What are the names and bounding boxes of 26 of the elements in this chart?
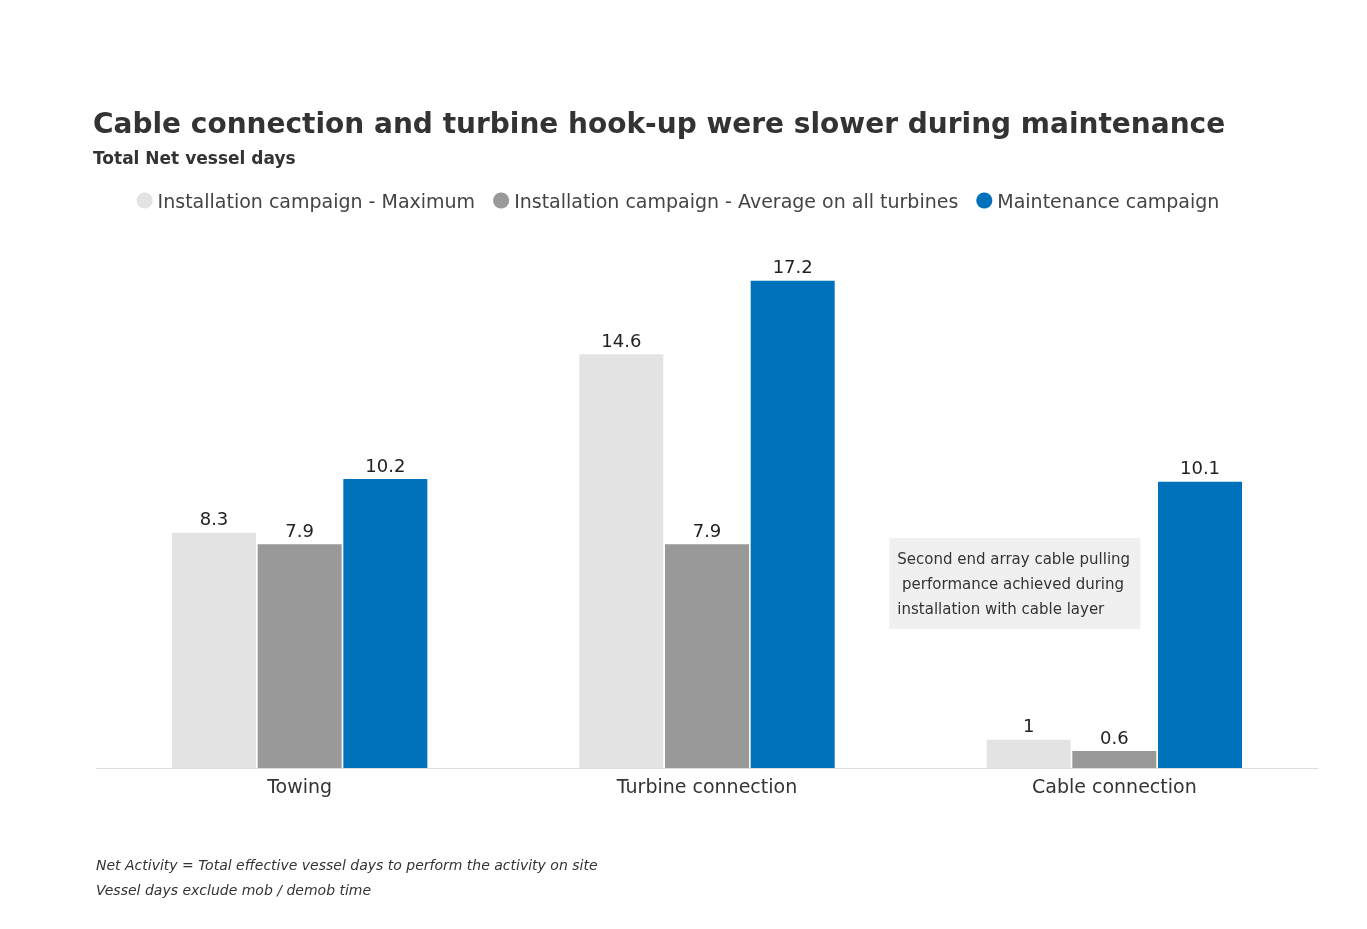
bar xyxy=(1158,481,1243,768)
x-tick-label: Turbine connection xyxy=(615,774,798,797)
bar xyxy=(1072,751,1157,768)
x-tick-label: Cable connection xyxy=(1032,774,1197,797)
bar xyxy=(665,544,749,768)
data-label: 8.3 xyxy=(199,508,229,530)
legend-label: Installation campaign - Maximum xyxy=(157,189,476,212)
legend-label: Installation campaign - Average on all turbines xyxy=(514,189,959,212)
text: Net Activity = Total effective vessel days to perform the activity on site xyxy=(96,857,598,873)
bar xyxy=(343,479,428,768)
text: Vessel days exclude mob / demob time xyxy=(96,882,372,898)
data-label: 1 xyxy=(1022,715,1035,737)
bar xyxy=(257,544,342,768)
data-label: 0.6 xyxy=(1100,726,1129,748)
data-label: 14.6 xyxy=(601,329,642,351)
x-tick-label: Towing xyxy=(266,774,333,797)
data-label: 10.1 xyxy=(1179,457,1221,479)
data-label: 17.2 xyxy=(772,256,813,278)
legend-label: Maintenance campaign xyxy=(997,189,1220,212)
data-label: 7.9 xyxy=(692,519,722,541)
data-label: 10.2 xyxy=(365,454,406,476)
annotation: Second end array cable pulling performance achieved during installation with cable layer xyxy=(897,549,1131,618)
bar xyxy=(750,280,835,768)
chart-title: Cable connection and turbine hook-up were slower during maintenance xyxy=(93,106,1226,140)
chart-subtitle: Total Net vessel days xyxy=(93,147,296,168)
data-label: 7.9 xyxy=(285,519,314,541)
